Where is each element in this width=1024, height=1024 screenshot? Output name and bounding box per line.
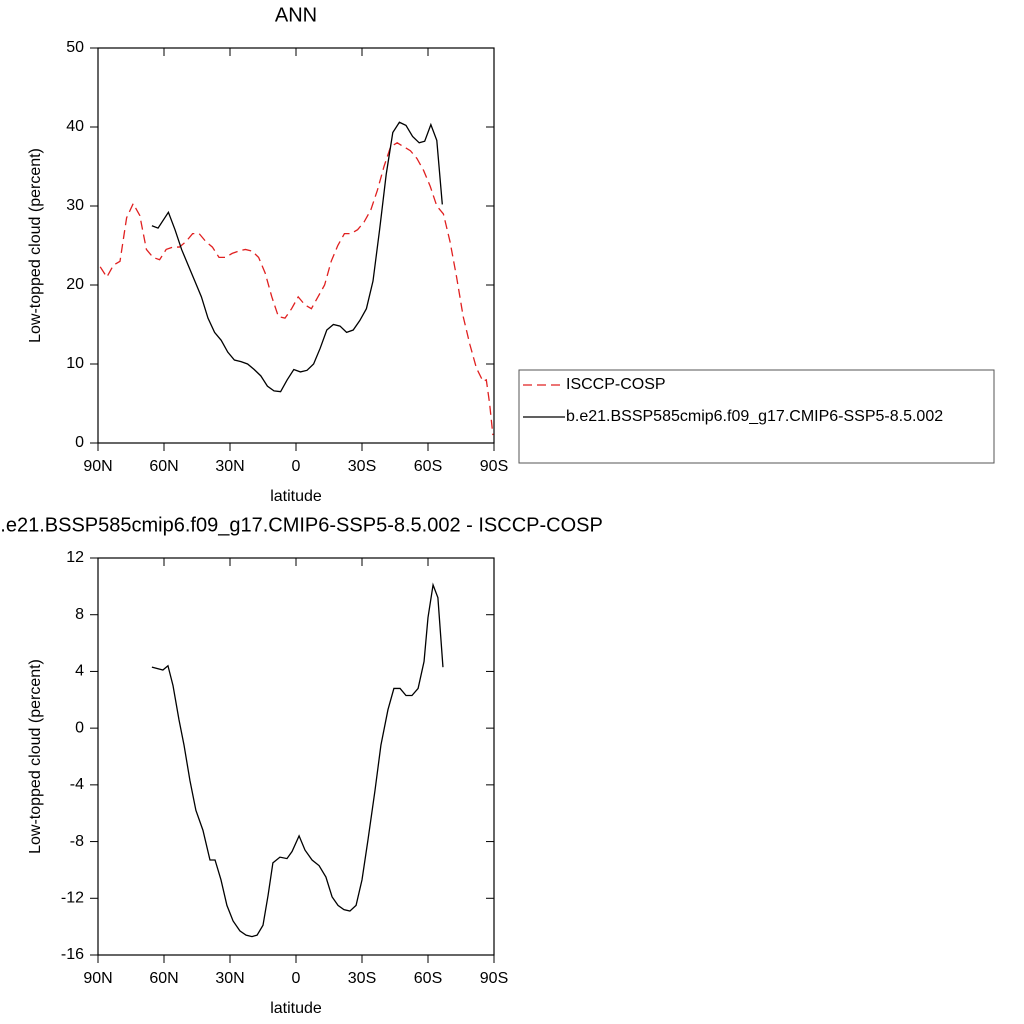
legend-label: b.e21.BSSP585cmip6.f09_g17.CMIP6-SSP5-8.… <box>566 408 943 425</box>
y-tick-label: -8 <box>70 833 84 850</box>
y-axis-label: Low-topped cloud (percent) <box>27 148 44 343</box>
y-tick-label: 50 <box>66 39 84 56</box>
chart-title: b.e21.BSSP585cmip6.f09_g17.CMIP6-SSP5-8.… <box>0 514 603 536</box>
y-tick-label: 40 <box>66 118 84 135</box>
y-tick-label: 8 <box>75 606 84 623</box>
chart-title: ANN <box>275 4 317 26</box>
x-tick-label: 30S <box>348 458 376 475</box>
x-tick-label: 30N <box>215 458 244 475</box>
legend-box <box>518 369 995 464</box>
y-tick-label: 0 <box>75 719 84 736</box>
y-tick-label: 10 <box>66 355 84 372</box>
x-axis-label: latitude <box>270 488 322 505</box>
x-tick-label: 30S <box>348 970 376 987</box>
x-tick-label: 60N <box>149 458 178 475</box>
x-tick-label: 60S <box>414 970 442 987</box>
x-tick-label: 60S <box>414 458 442 475</box>
x-tick-label: 0 <box>292 970 301 987</box>
x-tick-label: 0 <box>292 458 301 475</box>
y-tick-label: 30 <box>66 197 84 214</box>
x-axis-label: latitude <box>270 1000 322 1017</box>
x-tick-label: 30N <box>215 970 244 987</box>
y-tick-label: 20 <box>66 276 84 293</box>
y-tick-label: -12 <box>61 890 84 907</box>
x-tick-label: 90N <box>83 970 112 987</box>
x-tick-label: 90S <box>480 458 508 475</box>
data-line <box>99 142 494 436</box>
data-line <box>151 121 443 393</box>
y-axis-label: Low-topped cloud (percent) <box>27 659 44 854</box>
legend-label: ISCCP-COSP <box>566 376 666 393</box>
y-tick-label: -4 <box>70 776 84 793</box>
y-tick-label: 0 <box>75 434 84 451</box>
plot-frame <box>97 47 495 444</box>
y-tick-label: -16 <box>61 946 84 963</box>
plot-frame <box>97 557 495 956</box>
x-tick-label: 90N <box>83 458 112 475</box>
data-line <box>151 582 444 938</box>
y-tick-label: 4 <box>75 663 84 680</box>
x-tick-label: 60N <box>149 970 178 987</box>
y-tick-label: 12 <box>66 549 84 566</box>
x-tick-label: 90S <box>480 970 508 987</box>
